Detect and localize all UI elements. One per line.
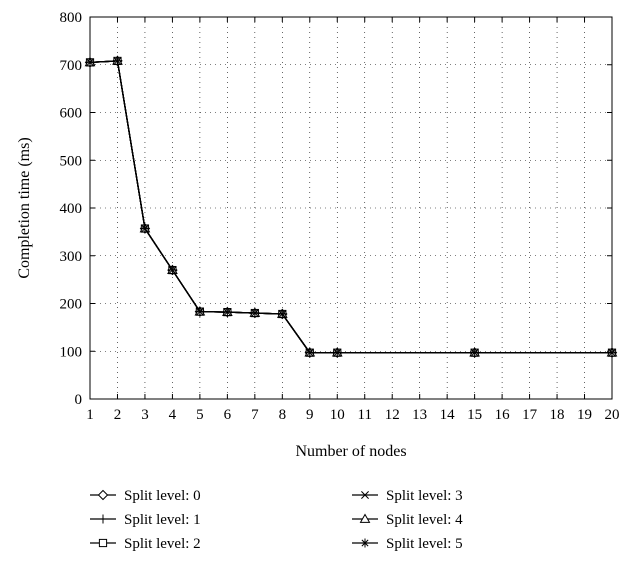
y-tick-label: 300 (60, 249, 83, 265)
y-axis-label: Completion time (ms) (16, 137, 33, 278)
x-tick-label: 6 (224, 407, 232, 423)
x-tick-label: 3 (141, 407, 149, 423)
x-tick-label: 1 (86, 407, 94, 423)
legend-label: Split level: 0 (124, 488, 201, 504)
legend-marker (97, 489, 109, 501)
x-tick-label: 13 (412, 407, 427, 423)
series-3 (86, 56, 616, 357)
data-point (140, 224, 150, 234)
legend-item: Split level: 5 (352, 536, 463, 552)
series-layer (84, 55, 618, 358)
legend-item: Split level: 3 (352, 488, 463, 504)
x-tick-label: 2 (114, 407, 122, 423)
data-point (332, 348, 342, 358)
series-2 (85, 56, 617, 357)
x-tick-label: 20 (605, 407, 620, 423)
x-tick-label: 5 (196, 407, 204, 423)
x-axis-tick-labels: 1 2 3 4 5 6 7 8 9 10 11 12 13 14 15 16 17 18 19 20 (86, 407, 619, 423)
y-tick-label: 400 (60, 201, 83, 217)
legend-label: Split level: 4 (386, 512, 463, 528)
series-line (89, 60, 612, 354)
x-tick-label: 11 (358, 407, 372, 423)
x-tick-label: 17 (522, 407, 538, 423)
data-point (250, 308, 260, 318)
x-axis-label: Number of nodes (295, 443, 406, 460)
y-tick-label: 100 (60, 344, 83, 360)
legend-marker (98, 538, 108, 548)
series-line (89, 60, 612, 354)
legend-label: Split level: 2 (124, 536, 201, 552)
legend-item: Split level: 4 (352, 512, 463, 528)
data-point (277, 309, 287, 319)
data-point (222, 307, 232, 317)
x-tick-label: 19 (577, 407, 592, 423)
legend-label: Split level: 1 (124, 512, 201, 528)
data-point (195, 307, 205, 317)
series-line (89, 60, 612, 354)
y-tick-label: 0 (75, 392, 83, 408)
x-tick-label: 10 (330, 407, 345, 423)
series-line (89, 60, 612, 354)
series-line (89, 60, 612, 354)
data-point (85, 57, 95, 67)
legend: Split level: 0 Split level: 1 Split level:… (90, 488, 463, 552)
legend-label: Split level: 5 (386, 536, 463, 552)
x-tick-label: 7 (251, 407, 259, 423)
x-tick-label: 16 (495, 407, 511, 423)
axis-ticks (89, 16, 613, 400)
x-tick-label: 8 (279, 407, 287, 423)
legend-marker (360, 538, 370, 548)
grid (90, 17, 612, 399)
x-tick-label: 9 (306, 407, 314, 423)
x-tick-label: 14 (440, 407, 456, 423)
series-0 (84, 55, 618, 358)
y-tick-label: 700 (60, 58, 83, 74)
legend-item: Split level: 0 (90, 488, 201, 504)
data-point (167, 265, 177, 275)
legend-marker (98, 514, 108, 524)
legend-label: Split level: 3 (386, 488, 463, 504)
series-4 (84, 55, 618, 357)
legend-marker (359, 513, 371, 523)
series-5 (85, 56, 617, 358)
legend-marker (361, 491, 369, 499)
x-tick-label: 15 (467, 407, 482, 423)
y-tick-label: 800 (60, 10, 83, 26)
data-point (305, 348, 315, 358)
x-tick-label: 18 (550, 407, 565, 423)
x-tick-label: 4 (169, 407, 177, 423)
data-point (112, 56, 122, 66)
legend-item: Split level: 1 (90, 512, 201, 528)
data-point (607, 348, 617, 358)
y-tick-label: 600 (60, 106, 83, 122)
data-point (470, 348, 480, 358)
y-axis-tick-labels: 0 100 200 300 400 500 600 700 800 (60, 10, 83, 408)
series-1 (85, 56, 617, 358)
x-tick-label: 12 (385, 407, 400, 423)
y-tick-label: 500 (60, 153, 83, 169)
series-line (89, 60, 612, 354)
y-tick-label: 200 (60, 297, 83, 313)
legend-item: Split level: 2 (90, 536, 201, 552)
